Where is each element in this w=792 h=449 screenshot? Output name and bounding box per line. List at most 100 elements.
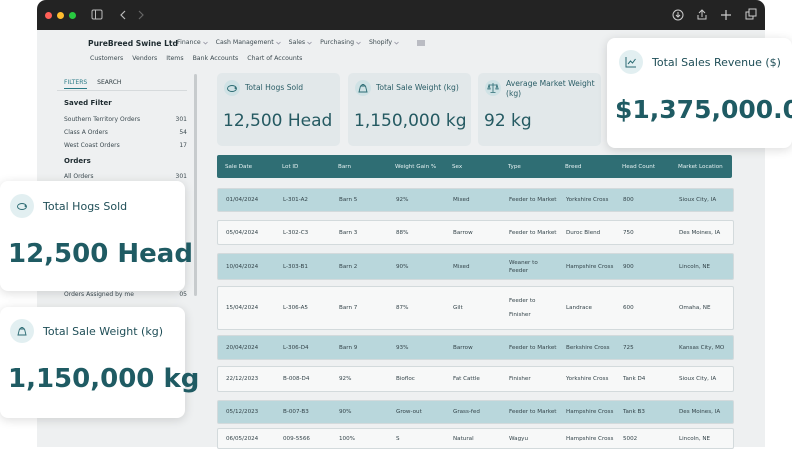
submenu-item[interactable]: Items [166, 55, 184, 62]
sub-menu: Customers Vendors Items Bank Accounts Chart … [90, 55, 302, 62]
table-cell: 93% [396, 344, 409, 351]
table-cell: Tank D4 [623, 376, 646, 382]
card-icon [224, 80, 240, 96]
menu-label: Finance [177, 39, 201, 46]
table-row[interactable]: 05/12/2023 B-007-B3 90% Grow-out Grass-fed Fe… [217, 400, 734, 424]
table-cell: 900 [623, 263, 634, 270]
table-row[interactable]: 20/04/2024 L-306-D4 Barn 9 93% Barrow Feeder … [217, 335, 734, 360]
table-cell: Mixed [453, 263, 470, 270]
card-icon [355, 80, 371, 96]
table-row[interactable]: 10/04/2024 L-303-B1 Barn 2 90% Mixed Weaner t… [217, 253, 734, 280]
table-cell: Mixed [453, 197, 470, 203]
table-cell: Grow-out [396, 409, 422, 415]
card-title: Total Hogs Sold [245, 83, 304, 92]
filter-label[interactable]: Class A Orders [64, 129, 108, 136]
menu-item[interactable]: Finance [177, 39, 208, 46]
menu-item[interactable]: Sales [289, 39, 312, 46]
table-cell: 725 [623, 344, 634, 351]
column-header: Lot ID [282, 163, 299, 170]
card-title: Average Market Weight (kg) [506, 79, 595, 98]
table-cell: Finisher [509, 376, 531, 382]
kpi-card: Total Hogs Sold 12,500 Head [217, 73, 340, 146]
table-cell: Barrow [453, 344, 473, 351]
floating-card-value: 12,500 Head [8, 239, 193, 269]
scrollbar [194, 74, 197, 296]
menu-label: Purchasing [320, 39, 354, 46]
menu-label: Sales [288, 39, 306, 46]
table-cell: Yorkshire Cross [566, 197, 609, 203]
column-header: Sale Date [225, 163, 253, 170]
minimize-button[interactable] [57, 12, 64, 19]
card-value: 92 kg [484, 111, 532, 131]
kpi-card: Average Market Weight (kg) 92 kg [478, 73, 601, 146]
table-cell: Feeder to Finisher [509, 298, 536, 318]
filter-label[interactable]: West Coast Orders [64, 142, 120, 149]
table-cell: 15/04/2024 [226, 305, 259, 311]
sidebar-tab[interactable]: FILTERS [64, 79, 88, 89]
table-row[interactable]: 01/04/2024 L-301-A2 Barn 5 92% Mixed Feeder t… [217, 188, 734, 212]
maximize-button[interactable] [69, 12, 76, 19]
table-cell: 100% [339, 435, 355, 442]
filter-count: 54 [179, 129, 187, 136]
table-cell: Barn 5 [339, 197, 358, 203]
table-cell: Sioux City, IA [679, 376, 717, 382]
table-cell: 06/05/2024 [226, 435, 259, 442]
table-header: Sale Date Lot ID Barn Weight Gain % Sex Type B… [217, 155, 732, 178]
filter-label[interactable]: Orders Assigned by me [64, 291, 134, 298]
close-button[interactable] [45, 12, 52, 19]
table-cell: Feeder to Market [509, 229, 557, 236]
menu-icon[interactable] [417, 40, 425, 46]
table-row[interactable]: 06/05/2024 009-5566 100% S Natural Wagyu Hamps… [217, 428, 734, 449]
table-cell: Feeder to Market [509, 344, 557, 351]
table-cell: Weaner to Feeder [509, 259, 538, 274]
table-cell: Barn 7 [339, 305, 358, 311]
table-cell: Sioux City, IA [679, 197, 717, 203]
submenu-item[interactable]: Vendors [132, 55, 158, 62]
menu-item[interactable]: Cash Management [216, 39, 281, 46]
sidebar-tab[interactable]: SEARCH [97, 79, 122, 86]
table-cell: B-007-B3 [283, 409, 309, 415]
menu-item[interactable]: Purchasing [320, 39, 361, 46]
table-cell: 22/12/2023 [226, 376, 259, 382]
tab-divider [57, 90, 187, 91]
table-cell: S [396, 435, 400, 442]
card-icon [485, 80, 501, 96]
card-value: 12,500 Head [223, 111, 333, 131]
main-menu: Finance Cash Management Sales Purchasing Sho… [177, 39, 399, 46]
submenu-item[interactable]: Bank Accounts [192, 55, 239, 62]
submenu-item[interactable]: Chart of Accounts [247, 55, 303, 62]
table-cell: Grass-fed [453, 409, 480, 415]
table-row[interactable]: 22/12/2023 B-008-D4 92% Biofloc Fat Cattle Fi… [217, 366, 734, 392]
column-header: Breed [565, 163, 582, 170]
table-cell: 90% [396, 263, 409, 270]
table-cell: Gilt [453, 305, 463, 311]
table-cell: Feeder to Market [509, 197, 557, 203]
table-cell: Barn 2 [339, 263, 358, 270]
orders-heading: Orders [64, 157, 91, 165]
table-cell: Barrow [453, 229, 473, 236]
sidebar-tabs: FILTERS SEARCH [64, 79, 121, 89]
floating-kpi-card: Total Sale Weight (kg) 1,150,000 kg [0, 307, 199, 418]
table-cell: L-301-A2 [283, 197, 308, 203]
table-cell: 600 [623, 305, 634, 311]
filter-label[interactable]: Southern Territory Orders [64, 116, 141, 123]
table-row[interactable]: 15/04/2024 L-306-A5 Barn 7 87% Gilt Feeder to… [217, 286, 734, 330]
table-cell: 800 [623, 197, 634, 203]
card-icon [619, 50, 643, 74]
table-cell: L-306-D4 [283, 344, 309, 351]
table-cell: Duroc Blend [566, 229, 601, 236]
table-cell: Tank B3 [623, 409, 645, 415]
submenu-item[interactable]: Customers [90, 55, 124, 62]
table-cell: Natural [453, 435, 474, 442]
floating-kpi-card: Total Hogs Sold 12,500 Head [0, 181, 193, 291]
table-cell: Lincoln, NE [679, 263, 711, 270]
menu-item[interactable]: Shopify [369, 39, 399, 46]
table-cell: Omaha, NE [679, 305, 711, 311]
table-cell: Wagyu [509, 435, 529, 442]
floating-kpi-card: Total Sales Revenue ($) $1,375,000.00 [607, 38, 792, 148]
table-row[interactable]: 05/04/2024 L-302-C3 Barn 3 88% Barrow Feeder … [217, 220, 734, 245]
filter-label[interactable]: All Orders [64, 173, 94, 180]
card-icon [10, 319, 34, 343]
floating-card-value: $1,375,000.00 [615, 95, 792, 124]
table-cell: Kansas City, MO [679, 344, 725, 351]
